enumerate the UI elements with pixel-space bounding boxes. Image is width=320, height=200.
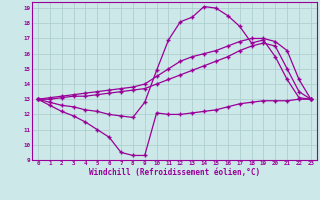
X-axis label: Windchill (Refroidissement éolien,°C): Windchill (Refroidissement éolien,°C) [89,168,260,177]
